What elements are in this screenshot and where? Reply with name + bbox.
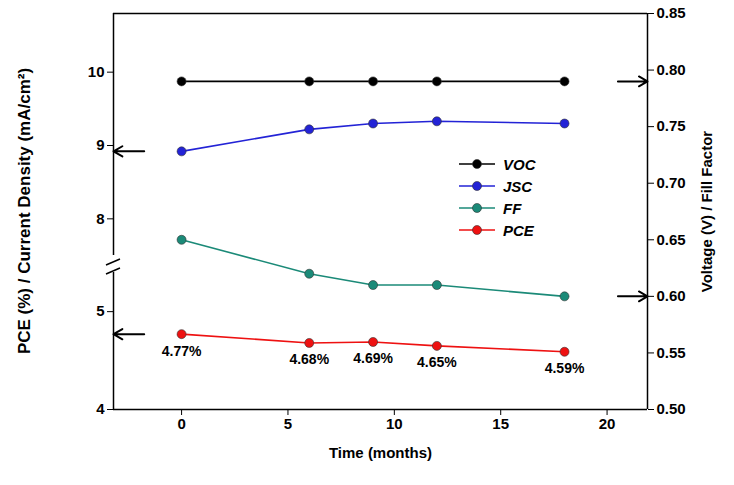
svg-text:Voltage (V) / Fill Factor: Voltage (V) / Fill Factor — [698, 131, 715, 293]
svg-text:4.65%: 4.65% — [417, 354, 457, 370]
svg-text:4.69%: 4.69% — [353, 350, 393, 366]
svg-text:10: 10 — [386, 415, 403, 432]
svg-text:5: 5 — [96, 302, 104, 319]
svg-text:0.50: 0.50 — [657, 400, 686, 417]
svg-text:4.77%: 4.77% — [162, 343, 202, 359]
svg-text:0.75: 0.75 — [657, 117, 686, 134]
svg-text:0.85: 0.85 — [657, 4, 686, 21]
svg-text:0.70: 0.70 — [657, 174, 686, 191]
svg-text:20: 20 — [599, 415, 616, 432]
svg-text:Time (months): Time (months) — [329, 444, 432, 461]
svg-text:0.65: 0.65 — [657, 231, 686, 248]
svg-text:4.68%: 4.68% — [289, 351, 329, 367]
html-text:PCE: PCE — [503, 221, 534, 239]
svg-text:4.59%: 4.59% — [545, 360, 585, 376]
html-text:FF: FF — [503, 199, 522, 217]
svg-text:15: 15 — [492, 415, 509, 432]
svg-text:0.80: 0.80 — [657, 61, 686, 78]
svg-text:10: 10 — [88, 63, 105, 80]
svg-text:0.55: 0.55 — [657, 344, 686, 361]
svg-text:PCE (%) / Current Density (mA/: PCE (%) / Current Density (mA/cm²) — [15, 68, 34, 354]
html-text:VOC: VOC — [503, 155, 536, 173]
svg-text:5: 5 — [284, 415, 292, 432]
svg-text:9: 9 — [96, 136, 104, 153]
html-text:JSC: JSC — [503, 177, 533, 195]
svg-text:8: 8 — [96, 210, 104, 227]
svg-text:0: 0 — [177, 415, 185, 432]
svg-text:4: 4 — [96, 400, 105, 417]
svg-text:0.60: 0.60 — [657, 287, 686, 304]
